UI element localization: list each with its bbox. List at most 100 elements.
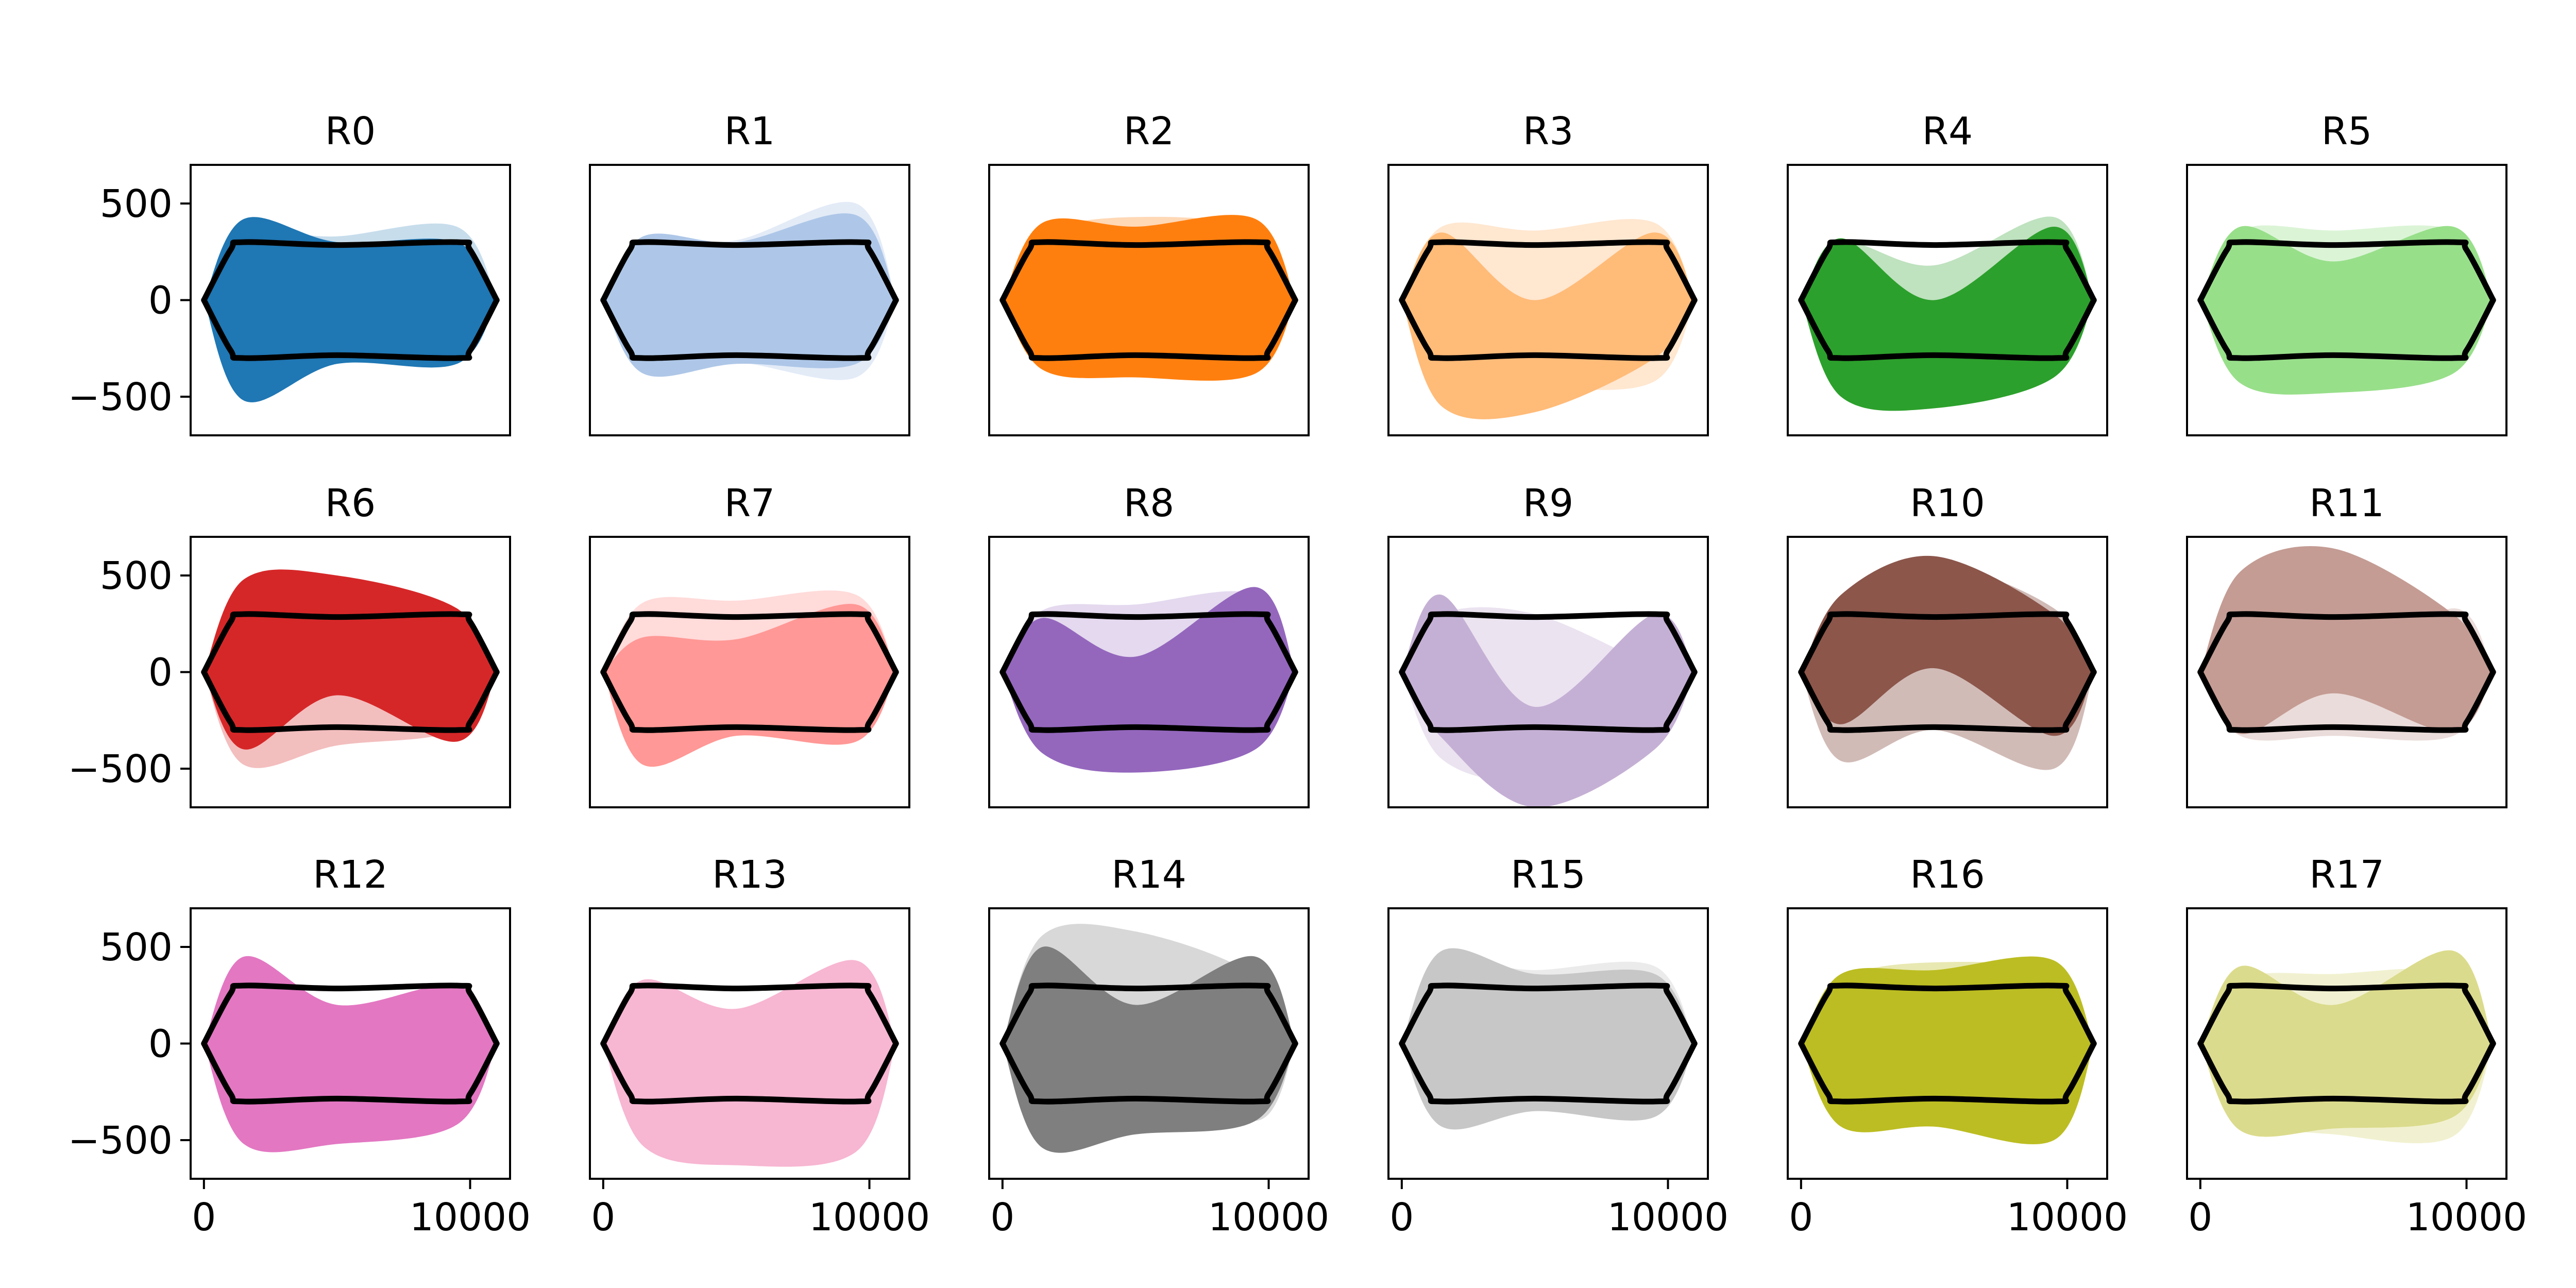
panel-title: R9 [1523,481,1574,526]
plot-area [1798,956,2097,1145]
panel-r4: R4 [1787,109,2108,436]
outline-upper [1798,239,2097,303]
plot-area [600,590,899,767]
panel-frame [2186,536,2507,808]
plot-area [600,201,899,380]
outline-lower [201,669,500,733]
band-r3-0 [1401,232,1695,419]
x-tick-label: 0 [1389,1195,1414,1240]
x-tick-label: 10000 [1208,1195,1329,1240]
band-r13-0 [603,960,896,1167]
plot-area [999,924,1298,1153]
plot-area [1798,555,2097,770]
band-r5-0 [2200,226,2494,395]
panel-title: R15 [1511,853,1586,897]
outline-upper [1399,239,1698,303]
panel-frame [988,907,1310,1180]
band-r4-0 [1801,227,2094,411]
plot-area [1399,595,1698,807]
outline-upper [201,982,500,1046]
outline-upper [201,611,500,675]
panel-frame [2186,164,2507,436]
band-r2-0 [1002,215,1296,381]
outline-lower [600,1041,899,1105]
band-r16-0 [1801,956,2094,1145]
outline-upper [999,239,1298,303]
band-r11-0 [2200,546,2494,734]
outline-upper [600,239,899,303]
panel-frame [1387,907,1709,1180]
x-tick-label: 10000 [2406,1195,2527,1240]
outline-upper [201,239,500,303]
outline-lower [2197,669,2496,733]
panel-r15: R15 0 10000 [1387,853,1728,1240]
panel-frame [1387,164,1709,436]
panel-r16: R16 0 10000 [1787,853,2128,1240]
panel-title: R6 [325,481,376,526]
panel-title: R0 [325,109,376,154]
outline-lower [1399,669,1698,733]
outline-lower [2197,1041,2496,1105]
outline-upper [2197,611,2496,675]
panels-layer: R0 −500 0 500 R1 R2 R3 R4 R5 R6 −500 0 500 R7 R8 R9 R10 R… [68,109,2527,1240]
x-tick-label: 0 [2188,1195,2212,1240]
y-tick-label: 500 [100,182,173,226]
y-tick-label: −500 [68,375,173,419]
x-tick-label: 10000 [2007,1195,2128,1240]
plot-area [2197,546,2496,741]
outline-upper [1399,611,1698,675]
panel-title: R12 [313,853,388,897]
x-tick-label: 0 [990,1195,1014,1240]
x-tick-label: 0 [1789,1195,1813,1240]
x-tick-label: 0 [192,1195,216,1240]
y-tick-label: −500 [68,747,173,791]
outline-lower [600,669,899,733]
panel-frame [988,536,1310,808]
panel-title: R13 [712,853,787,897]
outline-upper [999,611,1298,675]
outline-lower [1798,297,2097,361]
outline-lower [2197,297,2496,361]
outline-lower [1798,669,2097,733]
plot-area [1399,219,1698,419]
panel-frame [2186,907,2507,1180]
panel-title: R1 [724,109,775,154]
panel-frame [988,164,1310,436]
panel-title: R16 [1910,853,1985,897]
panel-frame [1787,536,2108,808]
band-r9-0 [1401,595,1695,807]
y-tick-label: 0 [148,1022,173,1066]
panel-frame [1787,907,2108,1180]
panel-title: R7 [724,481,775,526]
outline-lower [600,297,899,361]
panel-r14: R14 0 10000 [988,853,1329,1240]
panel-r10: R10 [1787,481,2108,808]
plot-area [999,215,1298,381]
y-tick-label: 500 [100,554,173,598]
x-tick-label: 10000 [1607,1195,1728,1240]
band-r8-0 [1002,587,1296,773]
plot-area [1798,216,2097,411]
panel-r13: R13 0 10000 [589,853,930,1240]
panel-r6: R6 −500 0 500 [68,481,511,808]
panel-frame [589,536,910,808]
panel-frame [1787,164,2108,436]
panel-r8: R8 [988,481,1310,808]
outline-upper [600,611,899,675]
panel-r17: R17 0 10000 [2186,853,2527,1240]
panel-r5: R5 [2186,109,2507,436]
panel-title: R14 [1111,853,1187,897]
outline-upper [1798,982,2097,1046]
outline-upper [600,982,899,1046]
outline-lower [1399,297,1698,361]
plot-area [201,569,500,768]
panel-r11: R11 [2186,481,2507,808]
panel-r3: R3 [1387,109,1709,436]
outline-lower [201,1041,500,1105]
panel-frame [1387,536,1709,808]
panel-r0: R0 −500 0 500 [68,109,511,436]
panel-r1: R1 [589,109,910,436]
plot-area [999,587,1298,773]
panel-title: R10 [1910,481,1985,526]
